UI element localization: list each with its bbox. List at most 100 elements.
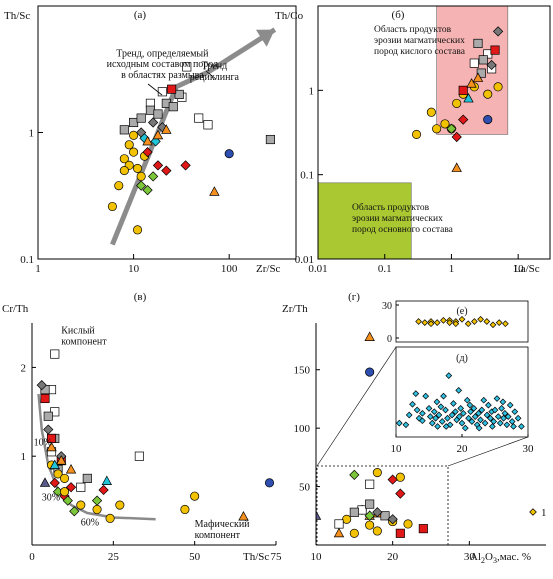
data-point <box>194 113 204 123</box>
inset-d-point <box>442 423 450 430</box>
region-label: пород кислого состава <box>374 47 466 57</box>
inset-d-point <box>459 409 467 417</box>
inset-d-point <box>483 411 491 419</box>
inset-d-point <box>477 416 484 424</box>
data-point <box>478 55 488 65</box>
inset-d-point <box>437 403 445 411</box>
data-point <box>56 455 67 465</box>
inset-d-point <box>504 413 512 420</box>
data-point <box>152 129 164 140</box>
data-point <box>119 125 129 135</box>
data-point <box>40 393 50 404</box>
data-point <box>82 473 92 483</box>
inset-d-point <box>413 406 421 414</box>
inset-e-point <box>502 320 509 328</box>
inset-d-point <box>419 417 426 425</box>
data-point <box>364 510 375 521</box>
x-tick-label: 10 <box>311 551 323 563</box>
data-point <box>114 181 124 191</box>
inset-d-point <box>405 411 413 419</box>
data-point <box>451 162 462 172</box>
data-point <box>174 89 184 99</box>
panel-a-leader-line <box>147 83 163 96</box>
inset-d-point <box>493 395 501 402</box>
data-point <box>333 527 345 538</box>
inset-d-point <box>412 390 420 397</box>
inset-d-point <box>490 418 498 425</box>
data-point <box>129 147 139 157</box>
data-point <box>473 38 483 48</box>
data-point <box>365 367 375 377</box>
y-tick-label: 100 <box>294 423 311 435</box>
data-point <box>107 201 117 212</box>
data-point <box>334 519 344 529</box>
panel-d-legend: 1 <box>529 507 547 519</box>
trend-arrow-head <box>255 29 275 47</box>
inset-d-point <box>461 424 469 432</box>
data-point <box>349 528 359 538</box>
data-point <box>490 45 500 55</box>
data-point <box>59 473 70 483</box>
panel-b-frame <box>317 5 551 260</box>
data-point <box>458 85 468 95</box>
data-point <box>157 87 167 97</box>
panel-a-marks <box>107 27 277 246</box>
data-point <box>129 117 139 128</box>
inset-e-label: (е) <box>456 306 467 317</box>
data-point <box>182 62 192 72</box>
data-point <box>132 225 143 235</box>
data-point <box>129 130 139 140</box>
x-tick-label: 20 <box>387 551 399 563</box>
annotation: Кислый <box>61 326 95 337</box>
annotation: в областях размыва <box>121 70 204 81</box>
inset-d-point <box>432 414 439 422</box>
annotation: 30% <box>42 493 60 504</box>
data-point <box>39 477 51 487</box>
inset-d-point <box>501 409 509 417</box>
panel-a-y-axis-label: Th/Sc <box>4 10 30 22</box>
data-point <box>150 136 161 147</box>
data-point <box>119 154 129 164</box>
legend-marker <box>529 508 537 516</box>
panel-c-points <box>36 349 275 523</box>
data-point <box>190 491 200 501</box>
data-point <box>132 163 143 173</box>
inset-d-point <box>415 414 423 422</box>
panel-d-points <box>316 331 428 538</box>
inset-d-point <box>466 401 474 409</box>
data-point <box>180 504 190 515</box>
data-point <box>372 468 382 478</box>
x-tick-label: 0.01 <box>308 263 327 275</box>
inset-d-point <box>446 421 454 429</box>
data-point <box>387 474 398 485</box>
inset-e-point <box>433 319 441 326</box>
panel-d-ticks: 10 20 30 50 100 150 <box>294 365 476 563</box>
data-point <box>43 424 54 435</box>
data-point <box>483 89 493 99</box>
inset-d-point <box>422 392 430 400</box>
inset-d-point <box>496 419 504 427</box>
data-point <box>62 495 73 506</box>
inset-d-point <box>438 418 446 425</box>
inset-d-point <box>465 414 472 422</box>
x-tick-label: 0.1 <box>378 263 392 275</box>
inset-d-point <box>478 406 486 414</box>
data-point <box>492 26 504 37</box>
data-point <box>466 78 477 88</box>
data-point <box>153 109 163 119</box>
panel-c-marks <box>36 349 275 523</box>
data-point <box>265 134 275 145</box>
panel-b-label: (б) <box>392 9 405 21</box>
panel-d-zoom-box <box>316 465 449 546</box>
data-point <box>134 451 144 461</box>
panel-c-x-axis-label: Th/Sc <box>243 551 269 563</box>
data-point <box>65 482 77 493</box>
data-point <box>440 119 450 129</box>
inset-d-point <box>395 419 403 427</box>
x-tick-label: 100 <box>221 263 238 275</box>
annotation: 10% <box>34 438 52 449</box>
panel-c-label: (в) <box>134 291 147 303</box>
